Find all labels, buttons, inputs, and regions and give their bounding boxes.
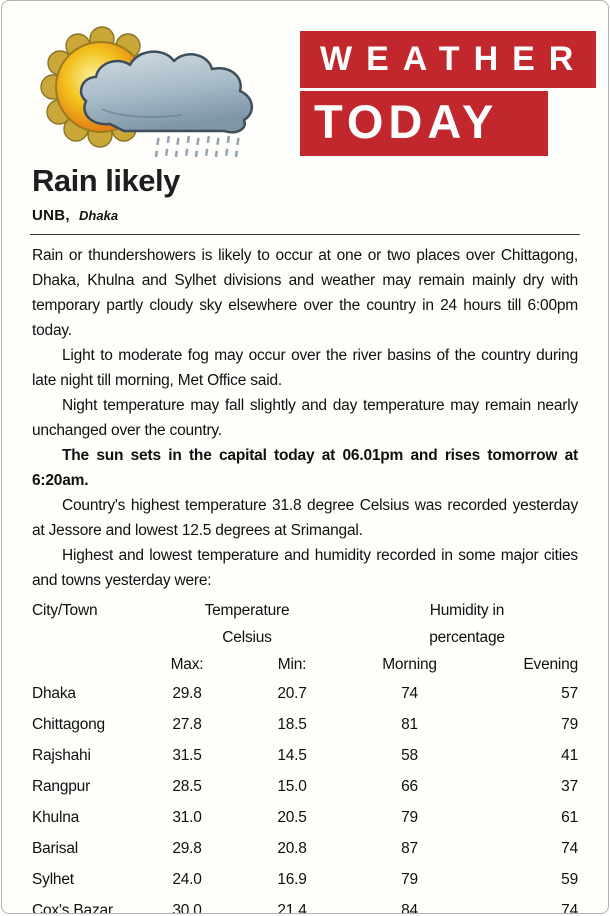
col-header-temperature: Temperature <box>204 601 290 619</box>
col-header-humidity: Humidity in <box>429 601 505 619</box>
cell-evening: 37 <box>561 777 578 795</box>
cell-city: Cox's Bazar <box>32 901 113 914</box>
col-header-percentage: percentage <box>429 628 505 646</box>
table-row: Khulna 31.0 20.5 79 61 <box>32 802 578 833</box>
paragraph-5: Highest and lowest temperature and humid… <box>32 547 578 589</box>
cell-morning: 87 <box>401 839 418 857</box>
cell-morning: 81 <box>401 715 418 733</box>
table-row: Rangpur 28.5 15.0 66 37 <box>32 771 578 802</box>
table-header-row-1: City/Town Temperature Humidity in <box>32 597 578 624</box>
cell-evening: 59 <box>561 870 578 888</box>
table-row: Chittagong 27.8 18.5 81 79 <box>32 709 578 740</box>
cell-min: 20.5 <box>277 808 307 826</box>
brand-block: WEATHER TODAY <box>300 31 596 156</box>
cell-evening: 74 <box>561 839 578 857</box>
masthead: WEATHER TODAY <box>2 1 608 158</box>
cell-max: 30.0 <box>172 901 202 914</box>
cell-min: 20.7 <box>277 684 307 702</box>
subheader-min: Min: <box>277 655 307 673</box>
cell-max: 29.8 <box>172 839 202 857</box>
cell-city: Khulna <box>32 808 80 826</box>
cell-morning: 79 <box>401 808 418 826</box>
paragraph-3: Night temperature may fall slightly and … <box>32 397 578 439</box>
byline: UNB, Dhaka <box>32 207 578 224</box>
cell-evening: 61 <box>561 808 578 826</box>
cell-max: 24.0 <box>172 870 202 888</box>
col-header-celsius: Celsius <box>222 628 272 646</box>
subheader-max: Max: <box>170 655 204 673</box>
cell-min: 15.0 <box>277 777 307 795</box>
cell-evening: 57 <box>561 684 578 702</box>
paragraph-sunset-bold: The sun sets in the capital today at 06.… <box>32 447 578 489</box>
table-subheader-row: Max: Min: Morning Evening <box>32 651 579 678</box>
paragraph-1: Rain or thundershowers is likely to occu… <box>32 247 578 339</box>
table-row: Cox's Bazar 30.0 21.4 84 74 <box>32 895 578 914</box>
byline-agency: UNB, <box>32 207 70 224</box>
cell-city: Rajshahi <box>32 746 91 764</box>
byline-location: Dhaka <box>79 208 119 223</box>
cell-min: 21.4 <box>277 901 307 914</box>
table-row: Barisal 29.8 20.8 87 74 <box>32 833 578 864</box>
article-body: Rain or thundershowers is likely to occu… <box>32 243 578 593</box>
cell-max: 28.5 <box>172 777 202 795</box>
cell-city: Barisal <box>32 839 78 857</box>
sun-rain-cloud-illustration <box>32 21 282 159</box>
cell-max: 31.0 <box>172 808 202 826</box>
col-header-city: City/Town <box>32 601 98 619</box>
masthead-today-label: TODAY <box>300 91 548 156</box>
table-row: Dhaka 29.8 20.7 74 57 <box>32 678 578 709</box>
cell-evening: 79 <box>561 715 578 733</box>
cell-max: 27.8 <box>172 715 202 733</box>
cell-evening: 41 <box>561 746 578 764</box>
cell-morning: 79 <box>401 870 418 888</box>
cell-city: Rangpur <box>32 777 91 795</box>
cell-evening: 74 <box>561 901 578 914</box>
cell-min: 20.8 <box>277 839 307 857</box>
cell-morning: 58 <box>401 746 418 764</box>
weather-table: City/Town Temperature Humidity in Celsiu… <box>32 597 578 914</box>
table-row: Rajshahi 31.5 14.5 58 41 <box>32 740 578 771</box>
cell-city: Dhaka <box>32 684 76 702</box>
cell-morning: 66 <box>401 777 418 795</box>
masthead-weather-label: WEATHER <box>300 31 596 88</box>
cell-city: Sylhet <box>32 870 74 888</box>
cell-min: 14.5 <box>277 746 307 764</box>
paragraph-2: Light to moderate fog may occur over the… <box>32 347 578 389</box>
cell-min: 18.5 <box>277 715 307 733</box>
cell-min: 16.9 <box>277 870 307 888</box>
table-header-row-2: Celsius percentage <box>32 624 578 651</box>
subheader-morning: Morning <box>382 655 437 673</box>
headline: Rain likely <box>32 163 180 198</box>
cell-max: 31.5 <box>172 746 202 764</box>
sun-rain-cloud-icon <box>40 26 253 158</box>
cell-morning: 74 <box>401 684 418 702</box>
subheader-evening: Evening <box>523 655 578 673</box>
table-row: Sylhet 24.0 16.9 79 59 <box>32 864 578 895</box>
cell-city: Chittagong <box>32 715 105 733</box>
paragraph-4: Country's highest temperature 31.8 degre… <box>32 497 578 539</box>
cell-morning: 84 <box>401 901 418 914</box>
byline-divider <box>30 234 580 235</box>
cell-max: 29.8 <box>172 684 202 702</box>
